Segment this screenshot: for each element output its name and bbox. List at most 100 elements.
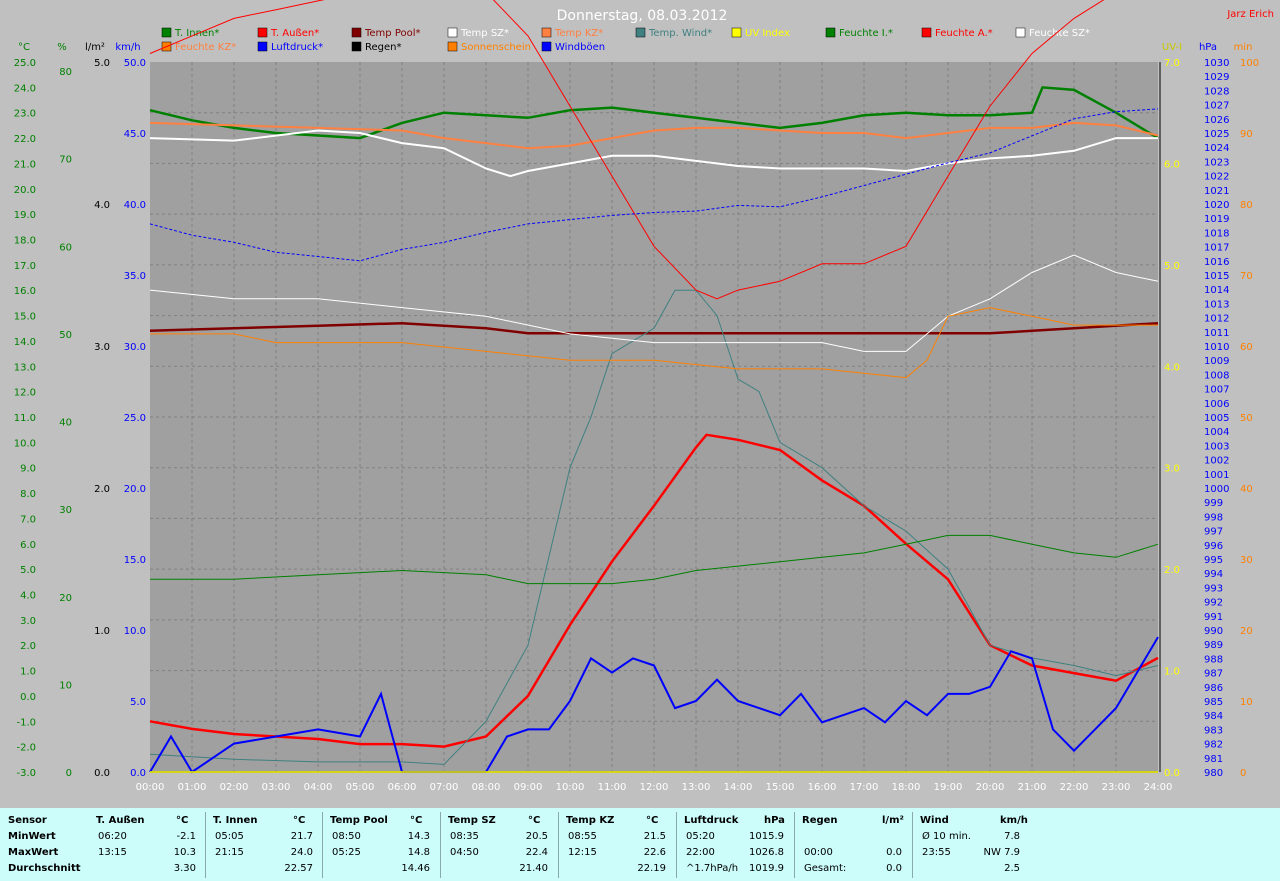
grid bbox=[150, 62, 1158, 772]
x-tick: 05:00 bbox=[346, 782, 375, 793]
stats-max-time: 21:15 bbox=[215, 847, 244, 858]
legend-swatch bbox=[257, 27, 268, 38]
hpa-tick: 1007 bbox=[1204, 385, 1229, 396]
x-tick: 21:00 bbox=[1018, 782, 1047, 793]
hpa-tick: 982 bbox=[1204, 740, 1223, 751]
x-tick: 01:00 bbox=[178, 782, 207, 793]
temp-tick: -3.0 bbox=[16, 768, 36, 779]
stats-separator bbox=[794, 812, 795, 878]
stats-min-value: 1015.9 bbox=[749, 831, 784, 842]
hpa-tick: 988 bbox=[1204, 654, 1223, 665]
stats-separator bbox=[676, 812, 677, 878]
x-tick: 16:00 bbox=[808, 782, 837, 793]
hpa-tick: 1023 bbox=[1204, 157, 1229, 168]
wind-tick: 30.0 bbox=[124, 342, 146, 353]
x-tick: 10:00 bbox=[556, 782, 585, 793]
wind-tick: 25.0 bbox=[124, 413, 146, 424]
hpa-tick: 1001 bbox=[1204, 470, 1229, 481]
stats-max-value: 24.0 bbox=[290, 847, 313, 858]
stats-unit: l/m² bbox=[882, 815, 904, 826]
stats-max-time: 13:15 bbox=[98, 847, 127, 858]
temp-tick: 2.0 bbox=[20, 641, 36, 652]
uv-tick: 7.0 bbox=[1164, 58, 1180, 69]
temp-tick: 18.0 bbox=[14, 236, 36, 247]
hpa-tick: 1017 bbox=[1204, 243, 1229, 254]
legend-swatch bbox=[921, 27, 932, 38]
legend-swatch bbox=[541, 27, 552, 38]
legend-swatch bbox=[257, 41, 268, 52]
x-tick: 15:00 bbox=[766, 782, 795, 793]
temp-tick: 6.0 bbox=[20, 540, 36, 551]
stats-unit: °C bbox=[293, 815, 306, 826]
stats-sensor-name: Temp KZ bbox=[566, 815, 615, 826]
uv-tick: 5.0 bbox=[1164, 261, 1180, 272]
stats-max-time: 00:00 bbox=[804, 847, 833, 858]
minutes-tick: 80 bbox=[1240, 200, 1253, 211]
hpa-tick: 1021 bbox=[1204, 186, 1229, 197]
stats-row-label: MaxWert bbox=[8, 847, 59, 858]
hpa-tick: 1030 bbox=[1204, 58, 1229, 69]
series-feuchte-kz bbox=[150, 307, 1158, 379]
hpa-tick: 1010 bbox=[1204, 342, 1229, 353]
axis-unit: km/h bbox=[115, 42, 140, 53]
legend-label: Temp Pool* bbox=[364, 28, 421, 39]
wind-tick: 45.0 bbox=[124, 129, 146, 140]
stats-avg-value: 3.30 bbox=[173, 863, 196, 874]
wind-tick: 10.0 bbox=[124, 626, 146, 637]
hpa-tick: 985 bbox=[1204, 697, 1223, 708]
axis-unit: hPa bbox=[1199, 42, 1217, 53]
hpa-tick: 1014 bbox=[1204, 285, 1229, 296]
hpa-tick: 1005 bbox=[1204, 413, 1229, 424]
temp-tick: 21.0 bbox=[14, 159, 36, 170]
legend-label: Temp KZ* bbox=[554, 28, 603, 39]
wind-tick: 50.0 bbox=[124, 58, 146, 69]
temp-tick: 22.0 bbox=[14, 134, 36, 145]
minutes-tick: 50 bbox=[1240, 413, 1253, 424]
percent-tick: 70 bbox=[59, 155, 72, 166]
hpa-tick: 1027 bbox=[1204, 101, 1229, 112]
stats-max-value: 14.8 bbox=[407, 847, 430, 858]
minutes-tick: 20 bbox=[1240, 626, 1253, 637]
stats-min-value: -2.1 bbox=[176, 831, 196, 842]
legend-label: Sonnenschein bbox=[461, 42, 531, 53]
x-tick: 20:00 bbox=[976, 782, 1005, 793]
temp-tick: 25.0 bbox=[14, 58, 36, 69]
x-tick: 22:00 bbox=[1060, 782, 1089, 793]
chart-title: Donnerstag, 08.03.2012 bbox=[557, 8, 728, 24]
legend-swatch bbox=[351, 41, 362, 52]
axis-unit: % bbox=[57, 42, 67, 53]
hpa-tick: 1008 bbox=[1204, 370, 1229, 381]
minutes-tick: 90 bbox=[1240, 129, 1253, 140]
hpa-tick: 1022 bbox=[1204, 172, 1229, 183]
x-tick: 14:00 bbox=[724, 782, 753, 793]
statistics-panel: Sensor MinWert MaxWert Durchschnitt T. Außen… bbox=[0, 808, 1280, 881]
author-label: Jarz Erich bbox=[1226, 9, 1274, 20]
legend-label: UV Index bbox=[745, 28, 790, 39]
hpa-tick: 1012 bbox=[1204, 314, 1229, 325]
hpa-tick: 1015 bbox=[1204, 271, 1229, 282]
stats-max-value: NW 7.9 bbox=[983, 847, 1020, 858]
x-tick: 23:00 bbox=[1102, 782, 1131, 793]
hpa-tick: 986 bbox=[1204, 683, 1223, 694]
rain-tick: 0.0 bbox=[94, 768, 110, 779]
stats-separator bbox=[322, 812, 323, 878]
rain-tick: 2.0 bbox=[94, 484, 110, 495]
hpa-tick: 1009 bbox=[1204, 356, 1229, 367]
hpa-tick: 992 bbox=[1204, 598, 1223, 609]
stats-min-time: 05:05 bbox=[215, 831, 244, 842]
stats-min-time: 08:55 bbox=[568, 831, 597, 842]
stats-max-time: 22:00 bbox=[686, 847, 715, 858]
hpa-tick: 999 bbox=[1204, 498, 1223, 509]
temp-tick: 0.0 bbox=[20, 692, 36, 703]
stats-unit: °C bbox=[176, 815, 189, 826]
stats-avg-value: 1019.9 bbox=[749, 863, 784, 874]
stats-row-label: MinWert bbox=[8, 831, 56, 842]
temp-tick: 19.0 bbox=[14, 210, 36, 221]
axis-unit: min bbox=[1234, 42, 1253, 53]
x-tick: 17:00 bbox=[850, 782, 879, 793]
stats-separator bbox=[205, 812, 206, 878]
x-tick: 09:00 bbox=[514, 782, 543, 793]
hpa-tick: 984 bbox=[1204, 711, 1223, 722]
temp-tick: 16.0 bbox=[14, 286, 36, 297]
stats-min-time: 05:20 bbox=[686, 831, 715, 842]
